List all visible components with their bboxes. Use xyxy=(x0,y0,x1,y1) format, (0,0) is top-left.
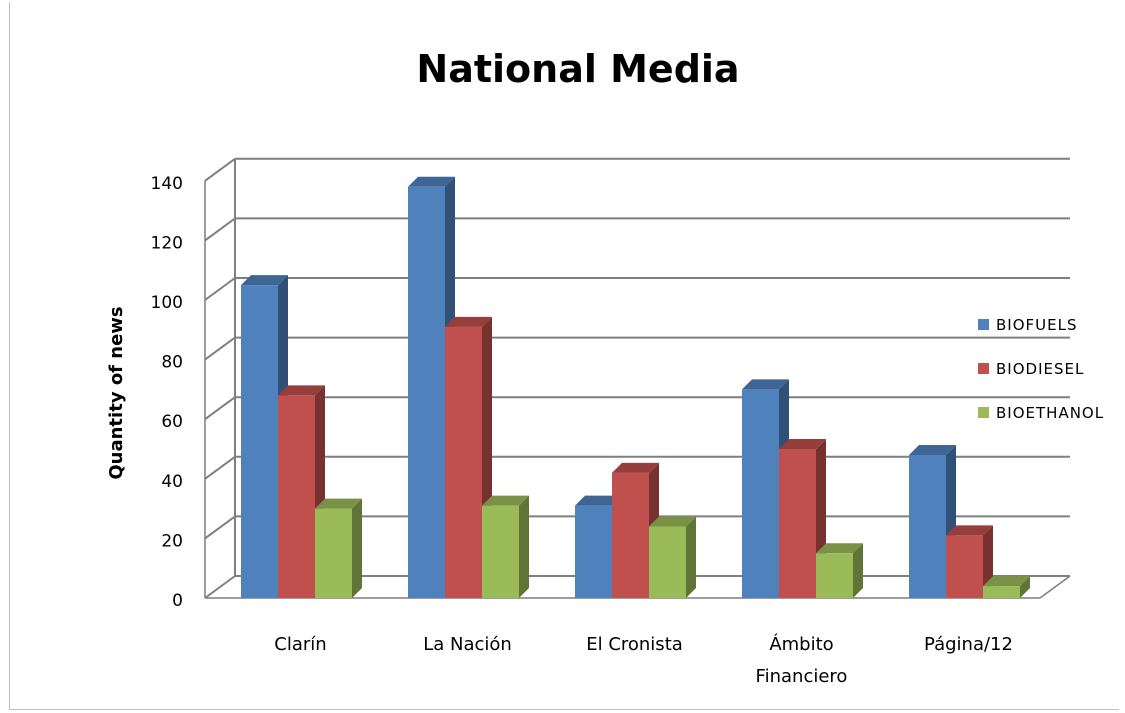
legend-label-biofuels: BIOFUELS xyxy=(996,316,1077,334)
chart-title: National Media xyxy=(416,47,739,91)
bar-biofuels-1 xyxy=(241,285,278,598)
bar-biodiesel-5 xyxy=(946,535,983,598)
bar-bioethanol-1 xyxy=(315,508,352,598)
bar-bioethanol-2 xyxy=(482,505,519,598)
bar-bioethanol-3-top xyxy=(649,516,696,527)
bar-biofuels-1-top xyxy=(241,275,288,286)
gridline-side-60 xyxy=(204,396,236,421)
bar-bioethanol-5 xyxy=(983,586,1020,598)
x-tick-label-4-line2: Financiero xyxy=(756,666,848,687)
bar-bioethanol-4-top xyxy=(816,543,863,554)
bar-biodiesel-5-top xyxy=(946,525,993,536)
legend-swatch-biofuels xyxy=(978,319,989,330)
bar-bioethanol-5-top xyxy=(983,576,1030,587)
gridline-side-120 xyxy=(204,217,236,242)
x-tick-label-2: La Nación xyxy=(423,634,512,655)
bar-biofuels-4-top xyxy=(742,379,789,390)
x-tick-label-4: Ámbito xyxy=(769,633,833,655)
x-tick-label-5: Página/12 xyxy=(924,634,1013,655)
y-tick-label-0: 0 xyxy=(172,591,183,611)
y-tick-label-40: 40 xyxy=(161,472,183,492)
chart-frame xyxy=(9,2,1119,710)
bar-biodiesel-1-top xyxy=(278,385,325,396)
bar-biodiesel-3-top xyxy=(612,462,659,473)
bar-bioethanol-2-side xyxy=(519,495,529,598)
y-tick-label-140: 140 xyxy=(151,174,183,194)
y-tick-label-80: 80 xyxy=(161,353,183,373)
gridline-side-80 xyxy=(204,336,236,361)
legend-label-bioethanol: BIOETHANOL xyxy=(996,404,1104,422)
bar-bioethanol-4 xyxy=(816,553,853,598)
gridline-side-0 xyxy=(204,575,236,599)
gridline-side-100 xyxy=(204,277,236,301)
bar-biodiesel-2 xyxy=(445,326,482,598)
bar-biofuels-4 xyxy=(742,389,779,598)
bar-bioethanol-1-top xyxy=(315,498,362,509)
bar-biofuels-3-top xyxy=(575,495,622,506)
bar-biodiesel-1 xyxy=(278,395,315,598)
bar-biofuels-2-top xyxy=(408,176,455,187)
bar-bioethanol-1-side xyxy=(352,498,362,598)
bar-bioethanol-3-side xyxy=(686,516,696,598)
y-axis-label: Quantity of news xyxy=(106,306,127,479)
y-tick-label-100: 100 xyxy=(151,293,183,313)
bar-biofuels-5 xyxy=(909,454,946,598)
floor-right-edge xyxy=(1039,575,1071,599)
bar-bioethanol-3 xyxy=(649,526,686,598)
bar-biofuels-3 xyxy=(575,505,612,598)
legend-label-biodiesel: BIODIESEL xyxy=(996,360,1084,378)
gridline-side-40 xyxy=(204,455,236,480)
gridline-side-140 xyxy=(204,157,236,182)
legend-swatch-biodiesel xyxy=(978,363,989,374)
y-tick-label-20: 20 xyxy=(161,531,183,551)
bar-biodiesel-3 xyxy=(612,472,649,598)
y-tick-label-120: 120 xyxy=(151,233,183,253)
bar-biofuels-5-top xyxy=(909,444,956,455)
y-tick-label-60: 60 xyxy=(161,412,183,432)
gridline-side-20 xyxy=(204,515,236,540)
bar-biodiesel-4-top xyxy=(779,439,826,449)
legend-swatch-bioethanol xyxy=(978,407,989,418)
bar-bioethanol-5-side xyxy=(1020,576,1030,598)
bar-bioethanol-4-side xyxy=(853,543,863,598)
bar-biodiesel-4 xyxy=(779,449,816,598)
bar-biofuels-2 xyxy=(408,186,445,598)
x-tick-label-1: Clarín xyxy=(274,634,326,655)
x-tick-label-3: El Cronista xyxy=(586,634,683,655)
bar-bioethanol-2-top xyxy=(482,495,529,506)
bar-biodiesel-2-top xyxy=(445,316,492,327)
